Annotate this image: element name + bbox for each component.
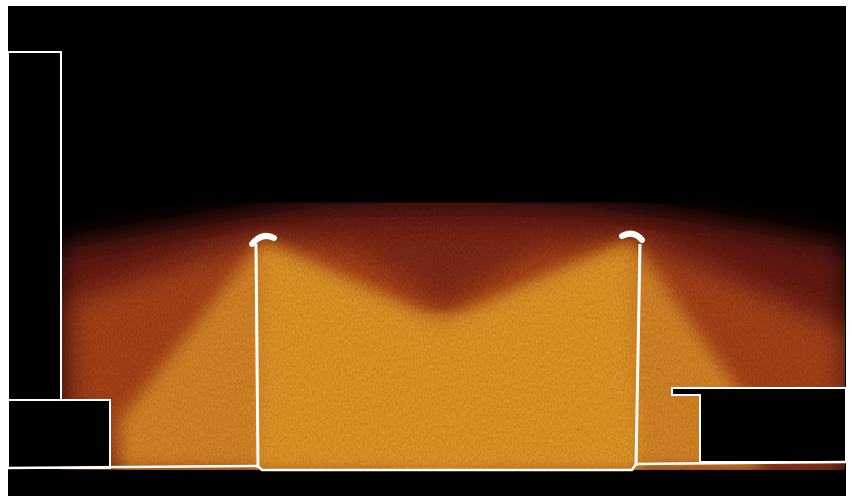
floor-line (7, 460, 847, 472)
right-lamp-pole (619, 230, 645, 467)
floor-slab (8, 472, 846, 496)
left-wall (7, 51, 62, 403)
right-step (671, 387, 847, 463)
left-step (7, 399, 111, 469)
left-lamp-pole (249, 233, 277, 469)
